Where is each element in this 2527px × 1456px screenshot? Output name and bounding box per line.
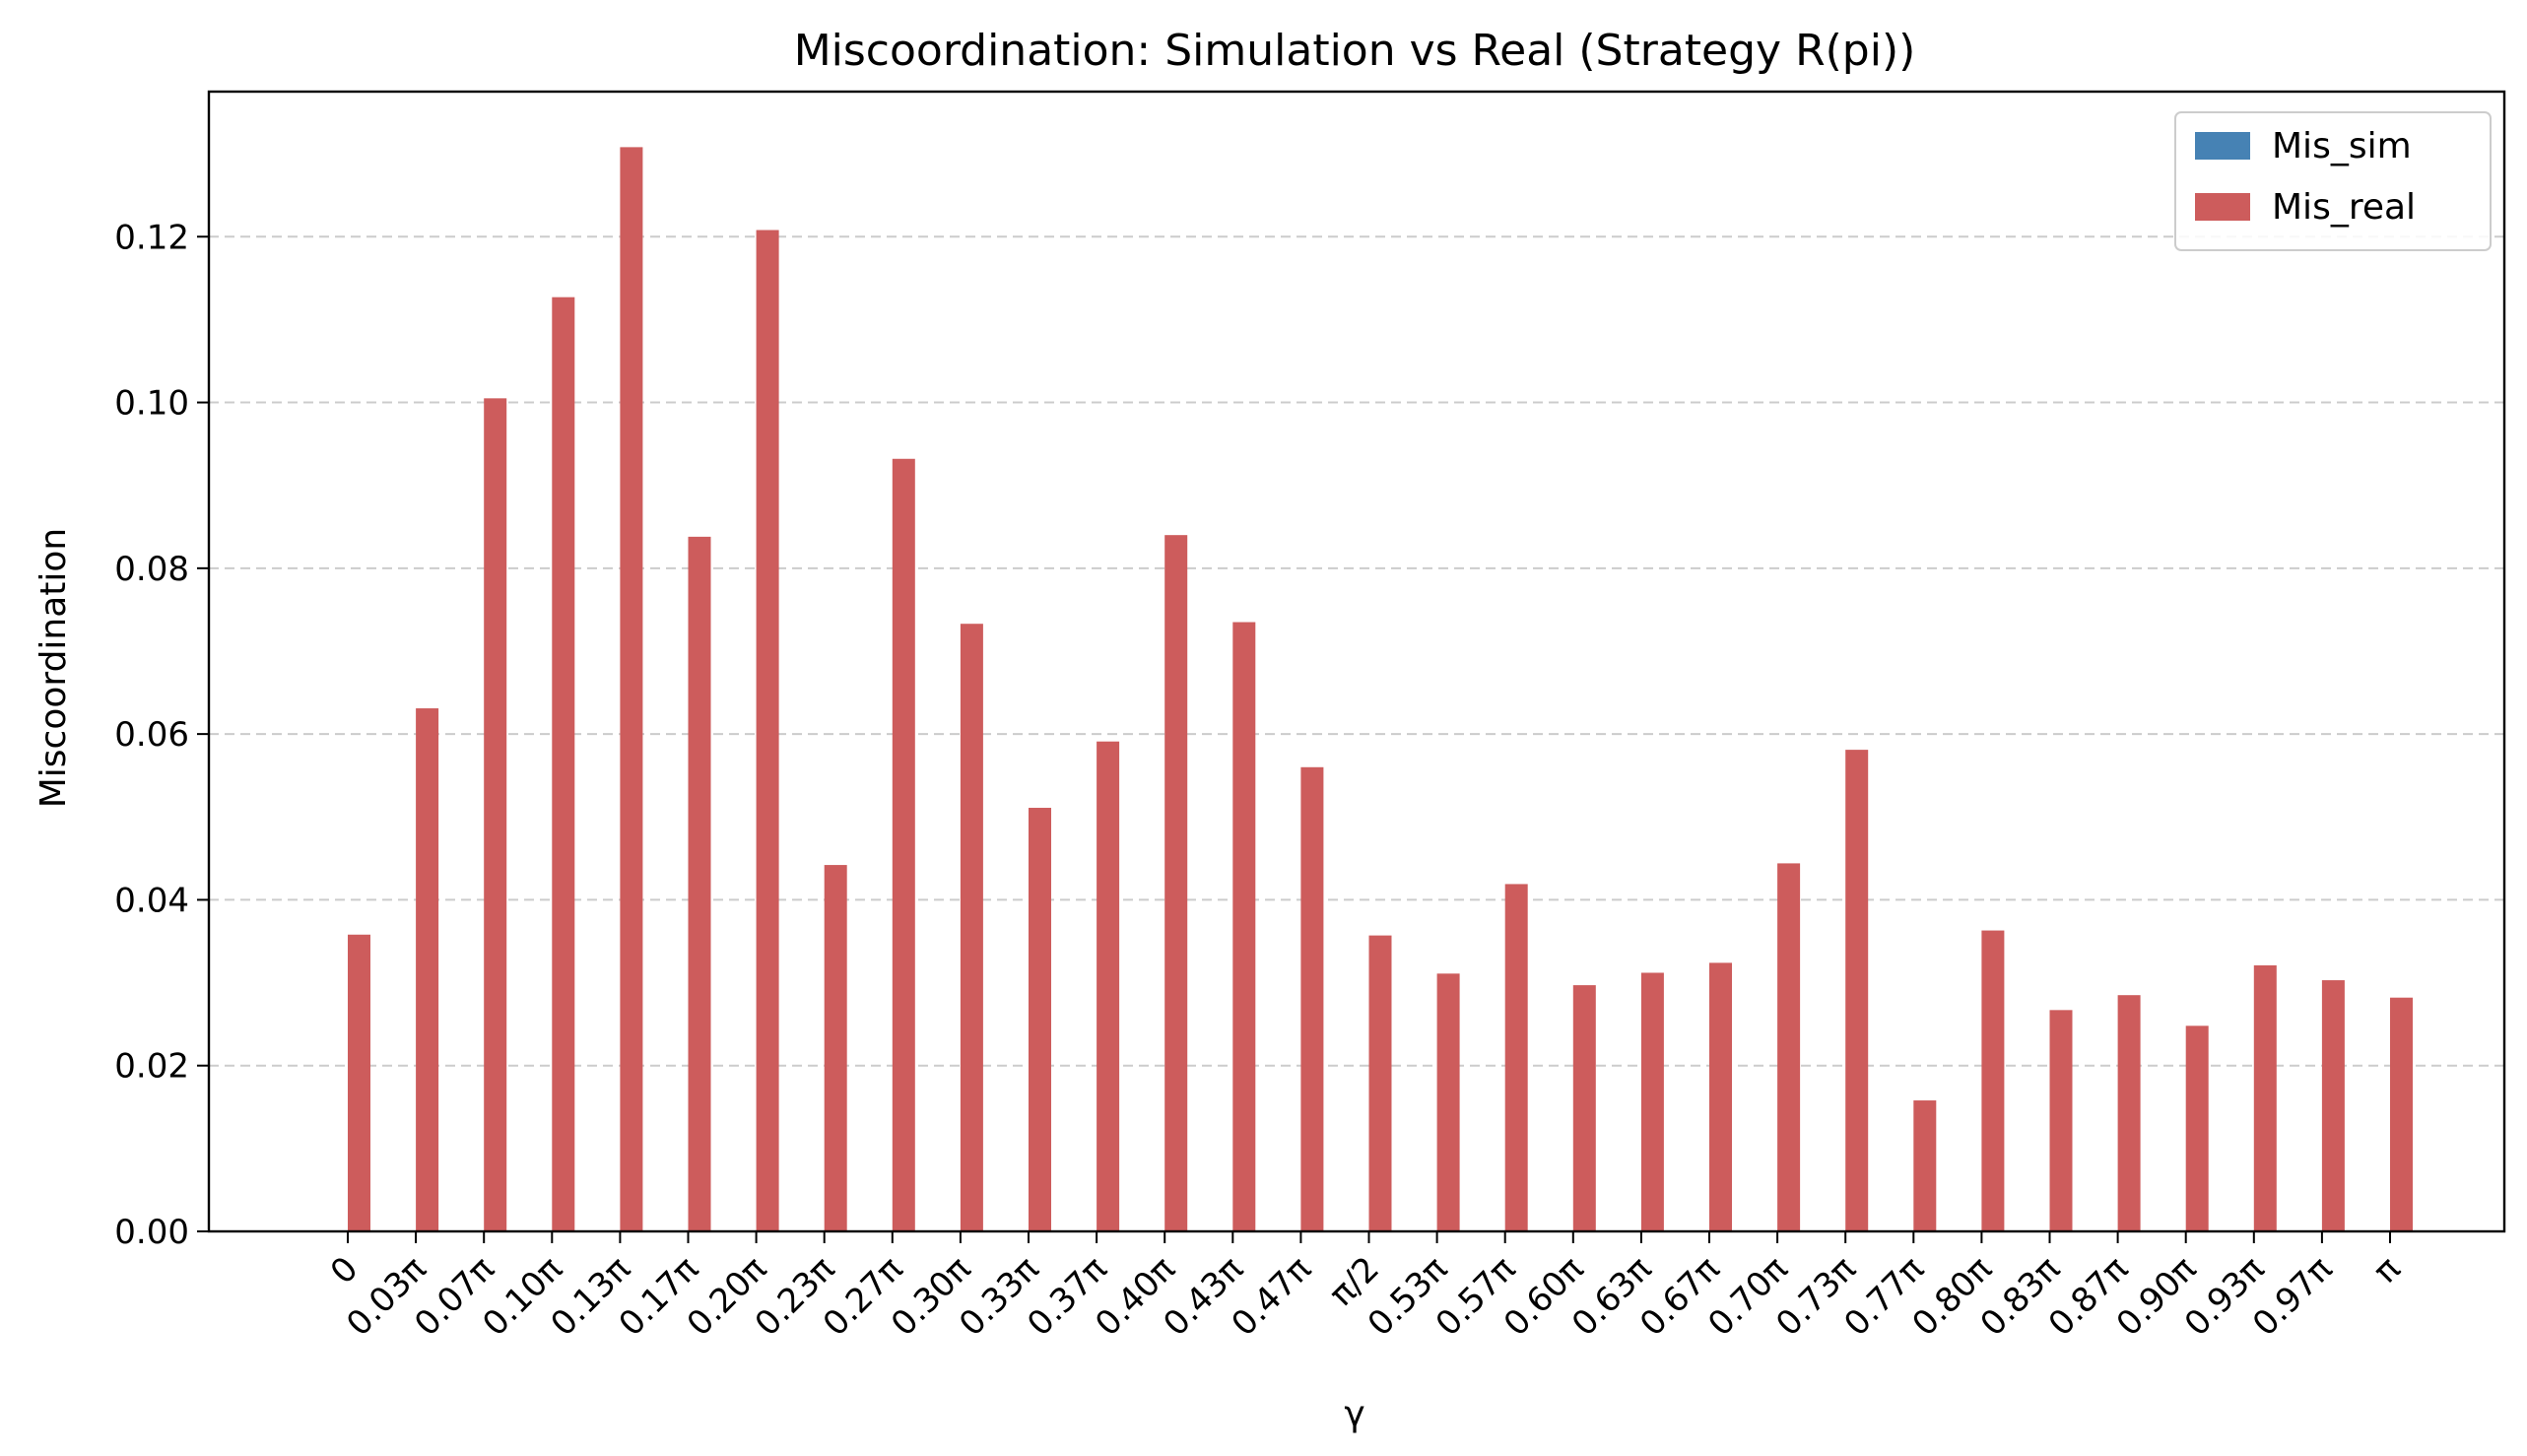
y-tick-label: 0.10 bbox=[114, 384, 189, 424]
bar-mis-real bbox=[2253, 964, 2277, 1231]
bar-mis-real bbox=[348, 934, 370, 1231]
bar-mis-real bbox=[1164, 535, 1188, 1231]
bar-mis-real bbox=[2390, 997, 2413, 1231]
legend-box bbox=[2174, 111, 2492, 251]
bar-mis-real bbox=[2321, 980, 2345, 1231]
bar-mis-real bbox=[688, 536, 711, 1231]
y-tick-label: 0.00 bbox=[114, 1213, 189, 1252]
bar-mis-real bbox=[1709, 962, 1732, 1231]
legend-label: Mis_sim bbox=[2272, 126, 2412, 166]
y-axis-ticks: 0.00 0.02 0.04 0.06 0.08 0.10 0.12 bbox=[114, 218, 209, 1252]
bar-mis-real bbox=[960, 624, 983, 1231]
bar-mis-real bbox=[1981, 930, 2005, 1231]
bar-mis-real bbox=[1368, 935, 1392, 1231]
y-tick-label: 0.12 bbox=[114, 218, 189, 257]
plot-frame bbox=[207, 90, 2506, 1233]
legend-label: Mis_real bbox=[2272, 187, 2416, 228]
bar-mis-real bbox=[1097, 741, 1120, 1231]
x-tick-label: π bbox=[2366, 1249, 2409, 1291]
bar-mis-real bbox=[1504, 884, 1528, 1231]
y-tick-label: 0.08 bbox=[114, 550, 189, 589]
bar-mis-real bbox=[2117, 995, 2141, 1231]
y-tick-label: 0.04 bbox=[114, 881, 189, 920]
bar-mis-real bbox=[1300, 766, 1324, 1231]
x-axis-label: γ bbox=[1344, 1394, 1364, 1434]
bar-mis-real bbox=[2049, 1010, 2073, 1231]
x-axis-ticks: 00.03π0.07π0.10π0.13π0.17π0.20π0.23π0.27… bbox=[323, 1231, 2409, 1344]
legend-swatch bbox=[2195, 132, 2250, 160]
bar-mis-real bbox=[1913, 1100, 1937, 1231]
bar-mis-real bbox=[892, 458, 915, 1231]
y-tick-label: 0.02 bbox=[114, 1047, 189, 1087]
bar-mis-real bbox=[756, 230, 779, 1232]
bars bbox=[348, 147, 2413, 1232]
x-tick-label: 0 bbox=[323, 1249, 366, 1292]
x-tick-label: 0.47π bbox=[1224, 1249, 1318, 1344]
y-axis-label: Miscoordination bbox=[33, 528, 74, 809]
bar-mis-real bbox=[1572, 985, 1596, 1231]
bar-mis-real bbox=[1436, 973, 1460, 1231]
legend: Mis_sim Mis_real bbox=[2174, 111, 2492, 251]
bar-mis-real bbox=[1232, 622, 1256, 1231]
bar-mis-real bbox=[824, 865, 847, 1231]
bar-mis-real bbox=[416, 708, 439, 1231]
bar-mis-real bbox=[1777, 863, 1801, 1231]
legend-swatch bbox=[2195, 193, 2250, 221]
bar-mis-real bbox=[484, 398, 507, 1231]
bar-mis-real bbox=[2185, 1026, 2209, 1231]
bar-mis-real bbox=[1029, 808, 1051, 1231]
y-tick-label: 0.06 bbox=[114, 715, 189, 755]
x-tick-label: 0.97π bbox=[2245, 1249, 2340, 1344]
bar-mis-real bbox=[1845, 750, 1869, 1231]
bar-mis-real bbox=[1640, 972, 1664, 1231]
chart-title: Miscoordination: Simulation vs Real (Str… bbox=[794, 26, 1916, 76]
bar-mis-real bbox=[552, 297, 575, 1231]
bar-mis-real bbox=[620, 147, 643, 1232]
